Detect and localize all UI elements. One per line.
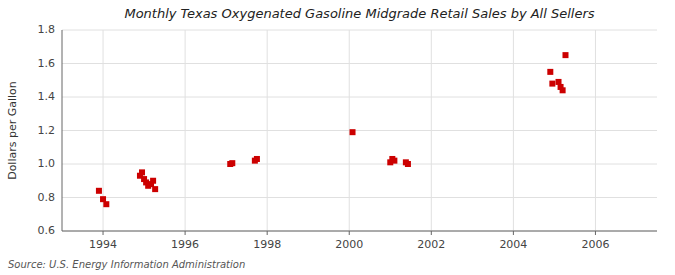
grid [62,30,657,231]
x-grid-line [185,30,186,231]
x-grid-line [267,30,268,231]
source-note: Source: U.S. Energy Information Administ… [8,259,245,270]
chart: 0.6 0.8 1.0 1.2 1.4 1.6 1.8 1994 1996 1998 2000 200… [0,0,675,275]
y-tick-label: 1.4 [38,90,56,103]
point [391,158,397,164]
y-axis-line [62,30,63,231]
y-tick-label: 1.8 [38,23,56,36]
title: Monthly Texas Oxygenated Gasoline Midgra… [124,6,594,21]
y-grid-line [62,97,657,98]
x-tick-label: 2006 [581,238,609,251]
y-grid-line [62,30,657,31]
x-tick [349,231,350,235]
point [549,81,555,87]
x-tick-label: 1996 [171,238,199,251]
y-tick-label: 0.8 [38,191,56,204]
point [405,161,411,167]
y-grid-line [62,164,657,165]
y-grid-line [62,130,657,131]
y-tick-label: 1.2 [38,124,56,137]
x-axis-line [62,231,657,232]
y-tick-label: 1.0 [38,157,56,170]
point [96,188,102,194]
point [350,129,356,135]
y-grid-line [62,197,657,198]
point [254,156,260,162]
y-tick-label: 1.6 [38,57,56,70]
point [562,52,568,58]
x-tick-label: 2004 [499,238,527,251]
x-tick [431,231,432,235]
x-tick [267,231,268,235]
y-grid-line [62,231,657,232]
y-tick-label: 0.6 [38,224,56,237]
axes: 0.6 0.8 1.0 1.2 1.4 1.6 1.8 1994 1996 1998 2000 200… [38,23,658,251]
x-tick [103,231,104,235]
point [103,201,109,207]
point [152,186,158,192]
point [150,178,156,184]
x-tick-label: 2000 [335,238,363,251]
point [229,160,235,166]
point [560,87,566,93]
x-grid-line [513,30,514,231]
x-tick-label: 2002 [417,238,445,251]
x-tick [595,231,596,235]
x-grid-line [431,30,432,231]
y-axis-label: Dollars per Gallon [6,81,19,180]
x-tick [513,231,514,235]
x-tick [185,231,186,235]
point [547,69,553,75]
points [96,52,569,207]
point [139,169,145,175]
y-grid-line [62,63,657,64]
x-tick-label: 1998 [253,238,281,251]
x-grid-line [595,30,596,231]
x-tick-label: 1994 [89,238,117,251]
